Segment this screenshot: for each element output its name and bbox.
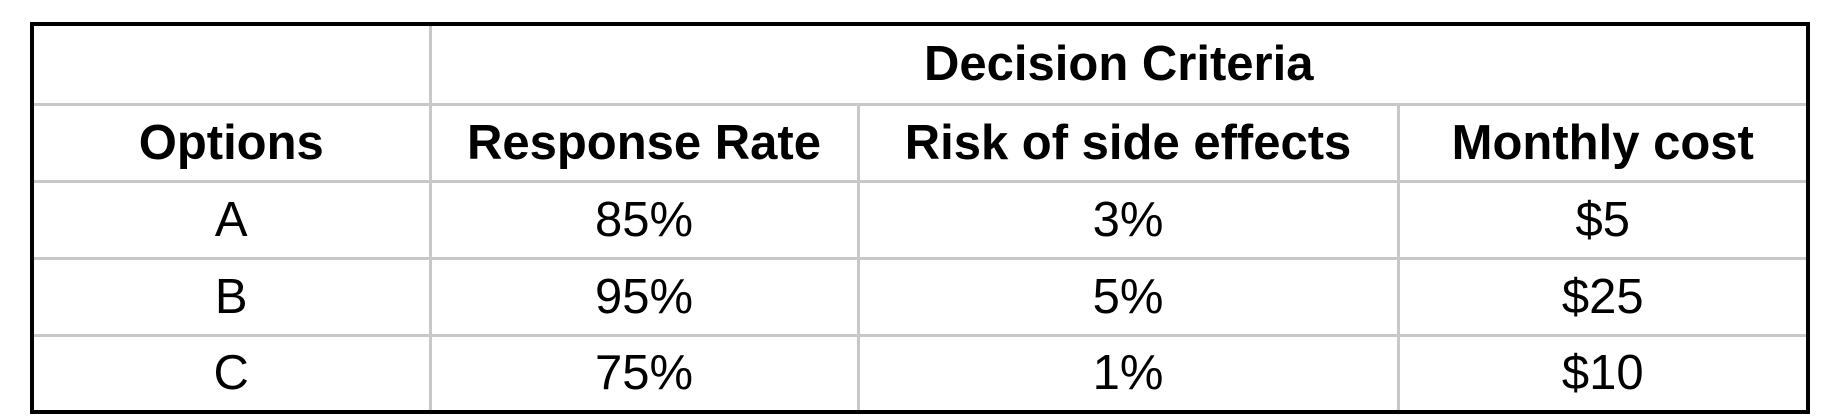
risk-cell: 5% bbox=[856, 256, 1400, 337]
option-cell: B bbox=[30, 256, 432, 337]
response-rate-cell: 95% bbox=[428, 256, 860, 337]
decision-criteria-header: Decision Criteria bbox=[428, 22, 1810, 106]
cost-cell: $5 bbox=[1396, 179, 1810, 260]
options-header: Options bbox=[30, 102, 432, 183]
table-row: A 85% 3% $5 bbox=[30, 179, 1810, 260]
cost-cell: $10 bbox=[1396, 333, 1810, 414]
cost-cell: $25 bbox=[1396, 256, 1810, 337]
risk-of-side-effects-header: Risk of side effects bbox=[856, 102, 1400, 183]
decision-criteria-table: Decision Criteria Options Response Rate … bbox=[30, 22, 1811, 414]
risk-cell: 3% bbox=[856, 179, 1400, 260]
group-header-row: Decision Criteria bbox=[30, 22, 1810, 106]
option-cell: C bbox=[30, 333, 432, 414]
response-rate-header: Response Rate bbox=[428, 102, 860, 183]
table-row: B 95% 5% $25 bbox=[30, 256, 1810, 337]
risk-cell: 1% bbox=[856, 333, 1400, 414]
table-row: C 75% 1% $10 bbox=[30, 333, 1810, 414]
empty-corner-cell bbox=[30, 22, 432, 106]
response-rate-cell: 75% bbox=[428, 333, 860, 414]
column-header-row: Options Response Rate Risk of side effec… bbox=[30, 102, 1810, 183]
option-cell: A bbox=[30, 179, 432, 260]
monthly-cost-header: Monthly cost bbox=[1396, 102, 1810, 183]
response-rate-cell: 85% bbox=[428, 179, 860, 260]
